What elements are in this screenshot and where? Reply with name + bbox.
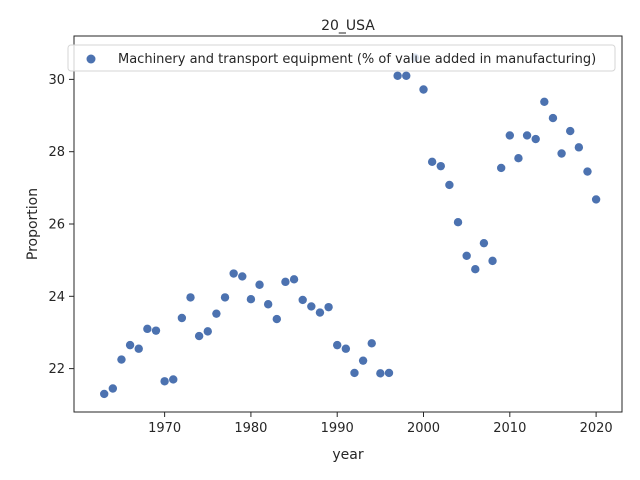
legend-box [67,44,616,72]
data-point [298,295,307,305]
x-tick-label: 1980 [234,421,267,436]
data-point [548,113,558,123]
x-tick-label: 2010 [493,421,526,436]
data-point [574,143,584,152]
legend-label: Machinery and transport equipment (% of … [118,52,596,67]
data-point [307,302,316,311]
data-point [186,293,195,302]
data-point [566,126,575,136]
data-point [160,377,169,386]
data-point [333,340,342,350]
data-point [246,295,256,304]
data-point [341,344,351,353]
data-point [203,327,212,336]
data-point [151,326,161,335]
data-point [436,161,445,171]
y-tick-label: 24 [48,290,65,305]
data-point [100,389,109,399]
data-point [212,309,221,318]
data-point [427,157,437,167]
data-point [281,277,290,287]
data-point [117,355,126,364]
x-axis: 1970 1980 1990 2000 2010 2020 [148,412,613,436]
data-point [531,134,540,144]
data-point [358,356,368,365]
data-point [289,275,299,284]
data-point [540,97,549,107]
data-point [324,302,333,312]
data-point [462,251,471,261]
legend-marker [86,54,96,64]
data-point [272,314,282,324]
y-tick-label: 26 [48,218,65,233]
data-point [194,331,204,341]
data-point [471,264,480,274]
data-point [384,368,394,378]
data-point [169,375,178,384]
data-point [522,131,532,140]
y-tick-label: 28 [48,145,65,160]
data-point [263,300,273,309]
data-point [488,256,497,266]
data-point [583,167,592,176]
data-point [177,313,187,323]
data-point [376,369,385,378]
y-tick-label: 22 [48,362,65,377]
x-tick-label: 1990 [321,421,354,436]
data-points [100,53,601,399]
x-tick-label: 2020 [580,421,613,436]
data-point [393,71,402,80]
data-point [134,344,143,353]
data-point [367,339,376,348]
data-point [557,149,566,158]
data-point [350,368,359,378]
data-point [255,280,264,289]
x-tick-label: 2000 [407,421,440,436]
data-point [229,269,238,278]
data-point [238,272,247,281]
y-axis-label: Proportion [25,188,41,260]
data-point [514,154,523,163]
data-point [419,85,428,94]
data-point [108,384,118,393]
data-point [496,163,506,173]
data-point [591,195,601,204]
data-point [479,238,489,248]
legend: Machinery and transport equipment (% of … [67,44,616,72]
data-point [453,217,463,227]
data-point [505,131,515,140]
x-axis-label: year [332,447,363,463]
data-point [143,324,152,334]
y-tick-label: 30 [48,73,65,88]
data-point [125,340,135,350]
data-point [315,308,325,317]
data-point [402,71,411,80]
data-point [220,293,230,302]
chart-title: 20_USA [321,18,375,34]
data-point [445,180,454,190]
y-axis: 22 24 26 28 30 [48,73,74,377]
x-tick-label: 1970 [148,421,181,436]
